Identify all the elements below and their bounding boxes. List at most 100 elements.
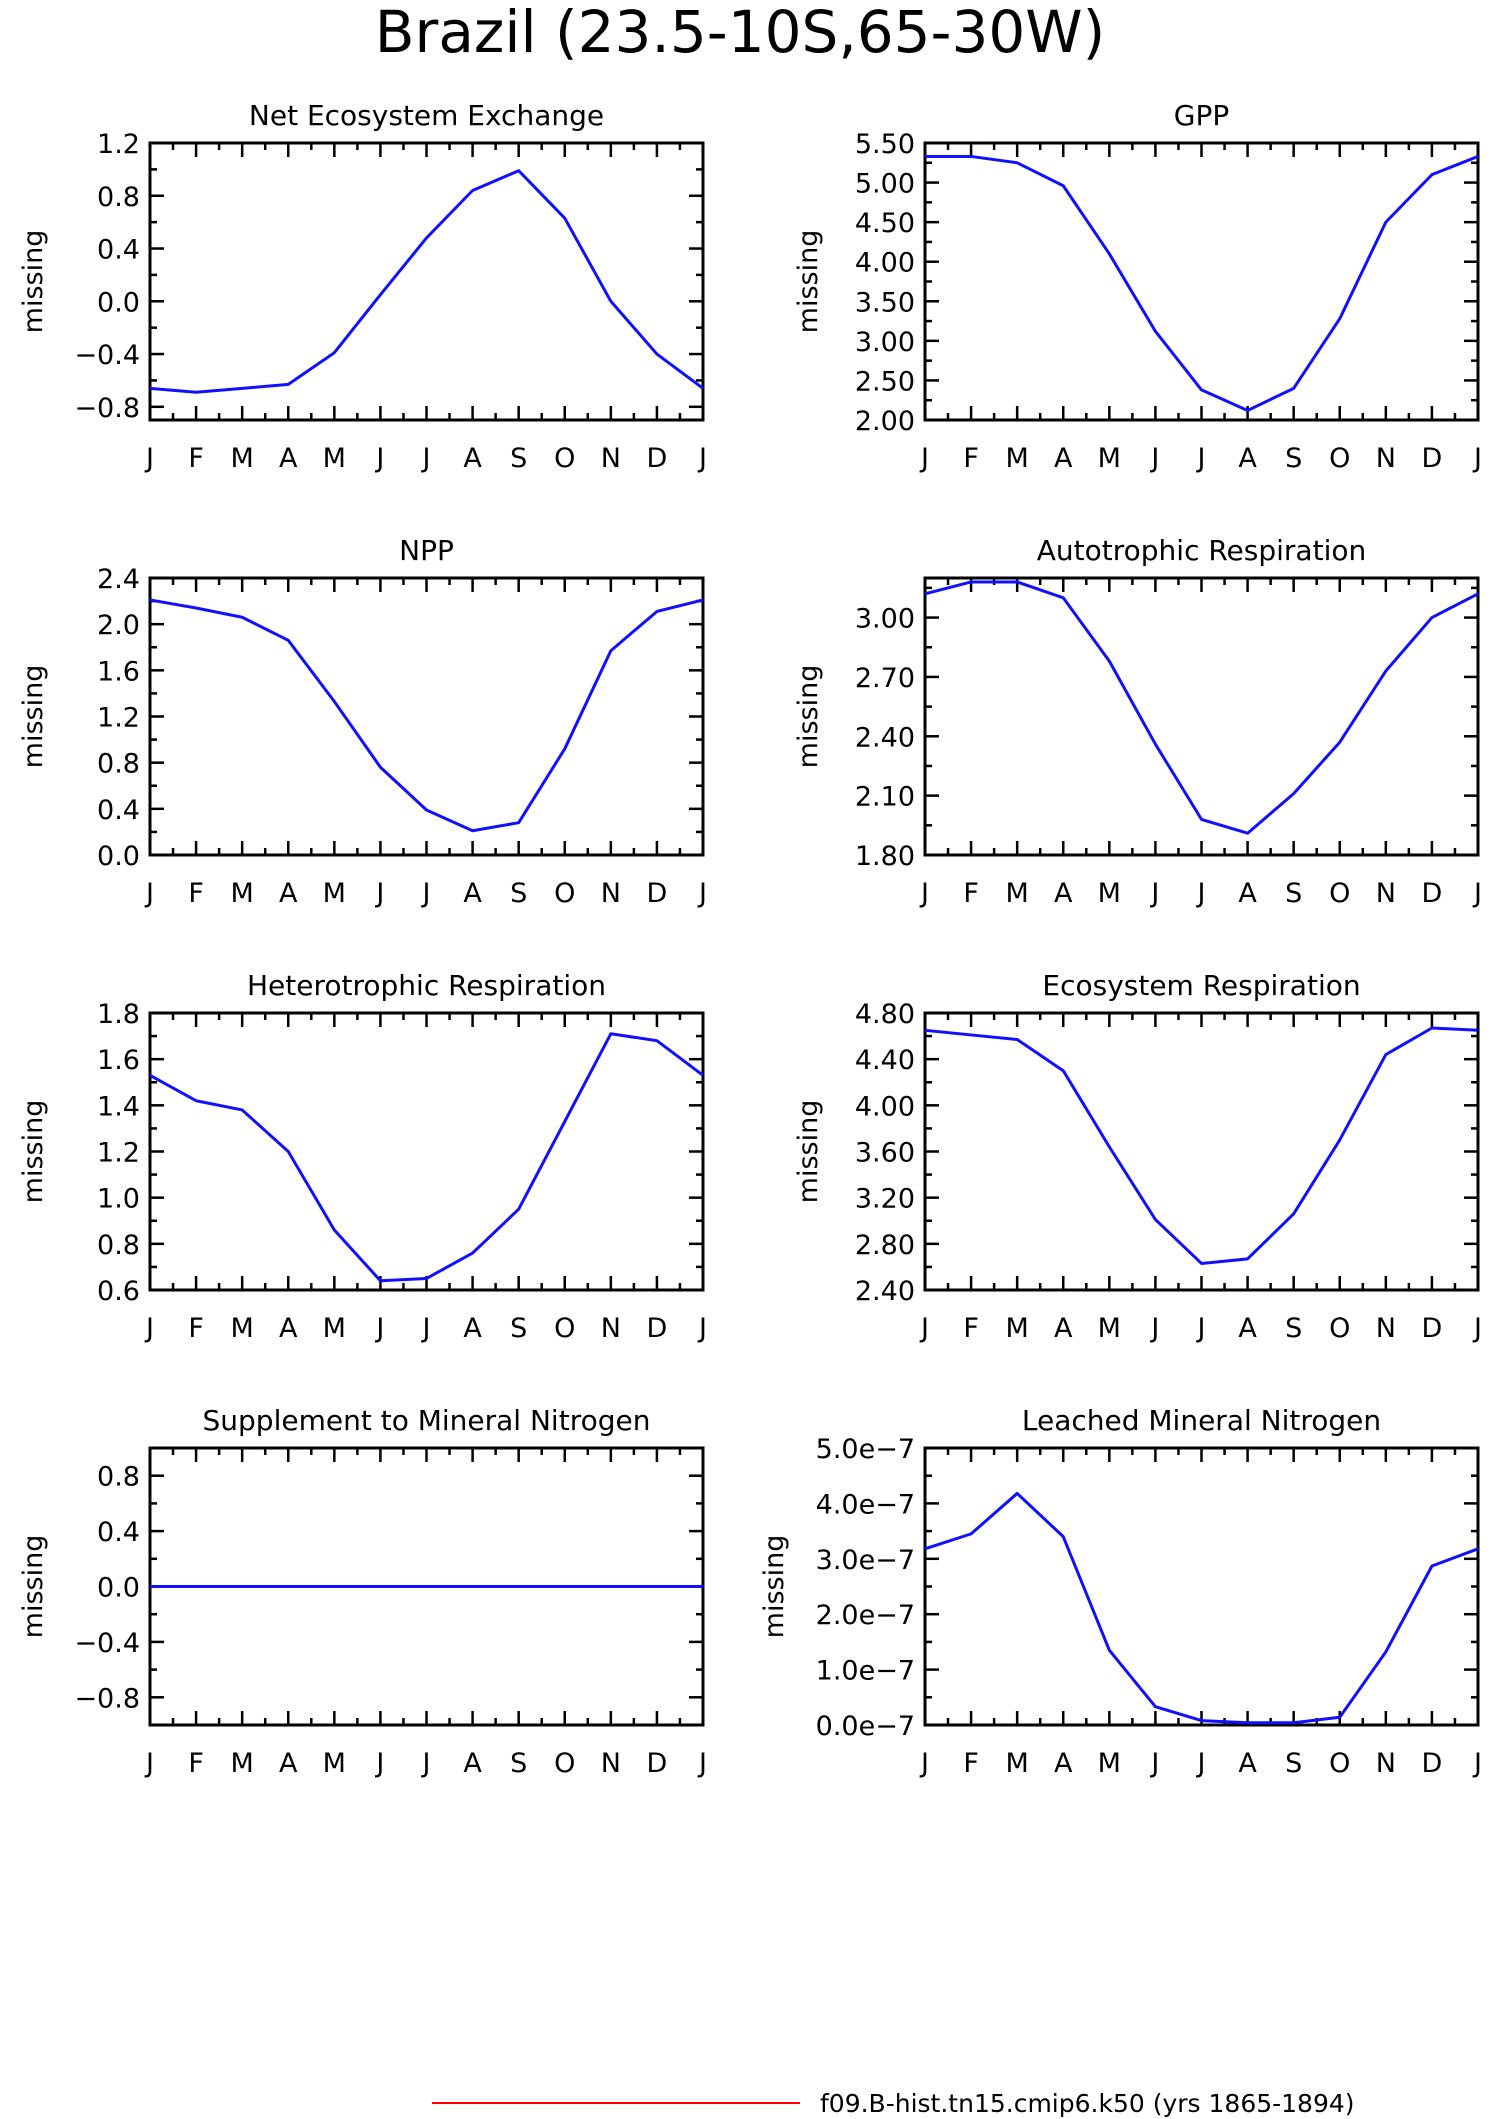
x-tick-label: J [374, 443, 384, 474]
x-tick-label: D [647, 878, 668, 909]
figure-title: Brazil (23.5-10S,65-30W) [375, 0, 1106, 66]
x-tick-label: J [1149, 443, 1159, 474]
x-tick-label: N [601, 1748, 621, 1779]
plot-frame [923, 141, 1480, 422]
x-tick-label: S [510, 1313, 527, 1344]
y-tick-label: 4.80 [855, 999, 915, 1030]
y-tick-label: 1.2 [97, 1138, 140, 1169]
x-tick-label: S [510, 443, 527, 474]
x-tick-label: N [1376, 1748, 1396, 1779]
legend: f09.B-hist.tn15.cmip6.k50 (yrs 1865-1894… [432, 2089, 1355, 2118]
series-line [924, 1026, 1479, 1265]
y-tick-label: 5.50 [855, 129, 915, 160]
x-tick-label: A [279, 1313, 298, 1344]
x-tick-label: A [1238, 878, 1257, 909]
x-tick-label: J [374, 1313, 384, 1344]
x-tick-label: S [1285, 1313, 1302, 1344]
y-tick-label: 3.0e−7 [816, 1545, 915, 1576]
x-tick-label: S [510, 878, 527, 909]
y-tick-label: 4.50 [855, 208, 915, 239]
y-tick-label: −0.4 [74, 340, 140, 371]
x-tick-label: J [919, 1313, 929, 1344]
y-tick-label: 0.8 [97, 182, 140, 213]
y-tick-label: 5.0e−7 [816, 1434, 915, 1465]
x-tick-label: M [323, 1313, 346, 1344]
x-tick-label: J [1472, 1748, 1482, 1779]
x-tick-label: M [231, 1748, 254, 1779]
x-tick-label: J [1196, 1748, 1206, 1779]
y-axis-label: missing [18, 1535, 49, 1639]
x-tick-label: J [1149, 1313, 1159, 1344]
y-tick-label: 3.00 [855, 327, 915, 358]
y-tick-label: 1.4 [97, 1091, 140, 1122]
x-tick-label: N [601, 443, 621, 474]
x-tick-label: F [963, 443, 979, 474]
y-tick-label: 0.4 [97, 795, 140, 826]
x-tick-label: J [697, 1748, 707, 1779]
panel-title: Supplement to Mineral Nitrogen [203, 1404, 651, 1437]
x-tick-label: A [279, 1748, 298, 1779]
x-tick-label: J [697, 1313, 707, 1344]
x-tick-label: D [647, 1748, 668, 1779]
x-tick-label: J [421, 878, 431, 909]
y-tick-label: 0.0 [97, 287, 140, 318]
x-tick-label: A [1238, 1748, 1257, 1779]
plot-frame [923, 576, 1480, 857]
y-tick-label: 1.2 [97, 129, 140, 160]
series-line [149, 169, 704, 394]
x-tick-label: J [144, 878, 154, 909]
x-tick-label: J [1472, 443, 1482, 474]
y-tick-label: 2.00 [855, 406, 915, 437]
x-tick-label: J [1196, 443, 1206, 474]
x-tick-label: O [1329, 1748, 1350, 1779]
y-tick-label: −0.4 [74, 1628, 140, 1659]
x-tick-label: A [279, 443, 298, 474]
x-tick-label: J [1472, 878, 1482, 909]
y-tick-label: 1.0e−7 [816, 1656, 915, 1687]
x-tick-label: A [463, 443, 482, 474]
x-tick-label: D [1422, 878, 1443, 909]
x-tick-label: N [1376, 878, 1396, 909]
panel-title: GPP [1174, 99, 1229, 132]
x-tick-label: M [231, 1313, 254, 1344]
y-tick-label: 0.8 [97, 1462, 140, 1493]
x-tick-label: F [188, 443, 204, 474]
plot-frame [148, 1011, 705, 1292]
x-tick-label: M [231, 878, 254, 909]
x-tick-label: O [1329, 443, 1350, 474]
y-tick-label: 3.00 [855, 604, 915, 635]
legend-label: f09.B-hist.tn15.cmip6.k50 (yrs 1865-1894… [820, 2089, 1355, 2118]
x-tick-label: M [1006, 1748, 1029, 1779]
x-tick-label: D [1422, 1313, 1443, 1344]
y-tick-label: 2.40 [855, 1276, 915, 1307]
x-tick-label: M [1098, 878, 1121, 909]
x-tick-label: M [1006, 1313, 1029, 1344]
y-tick-label: 0.0 [97, 1573, 140, 1604]
plot-frame [923, 1446, 1480, 1727]
panel-title: Heterotrophic Respiration [247, 969, 606, 1002]
x-tick-label: M [1098, 443, 1121, 474]
x-tick-label: A [1054, 1748, 1073, 1779]
y-tick-label: 4.40 [855, 1045, 915, 1076]
y-tick-label: 0.0e−7 [816, 1711, 915, 1742]
x-tick-label: M [1006, 878, 1029, 909]
y-tick-label: 2.0 [97, 610, 140, 641]
y-tick-label: 2.40 [855, 722, 915, 753]
x-tick-label: J [421, 1748, 431, 1779]
series-line [924, 1491, 1479, 1725]
y-axis-label: missing [793, 665, 824, 769]
x-tick-label: J [1196, 878, 1206, 909]
y-axis-label: missing [18, 1100, 49, 1204]
panel-title: Autotrophic Respiration [1037, 534, 1366, 567]
panel-title: Leached Mineral Nitrogen [1022, 1404, 1381, 1437]
x-tick-label: S [1285, 1748, 1302, 1779]
y-tick-label: 0.0 [97, 841, 140, 872]
x-tick-label: D [1422, 443, 1443, 474]
y-tick-label: 1.80 [855, 841, 915, 872]
y-axis-label: missing [759, 1535, 790, 1639]
